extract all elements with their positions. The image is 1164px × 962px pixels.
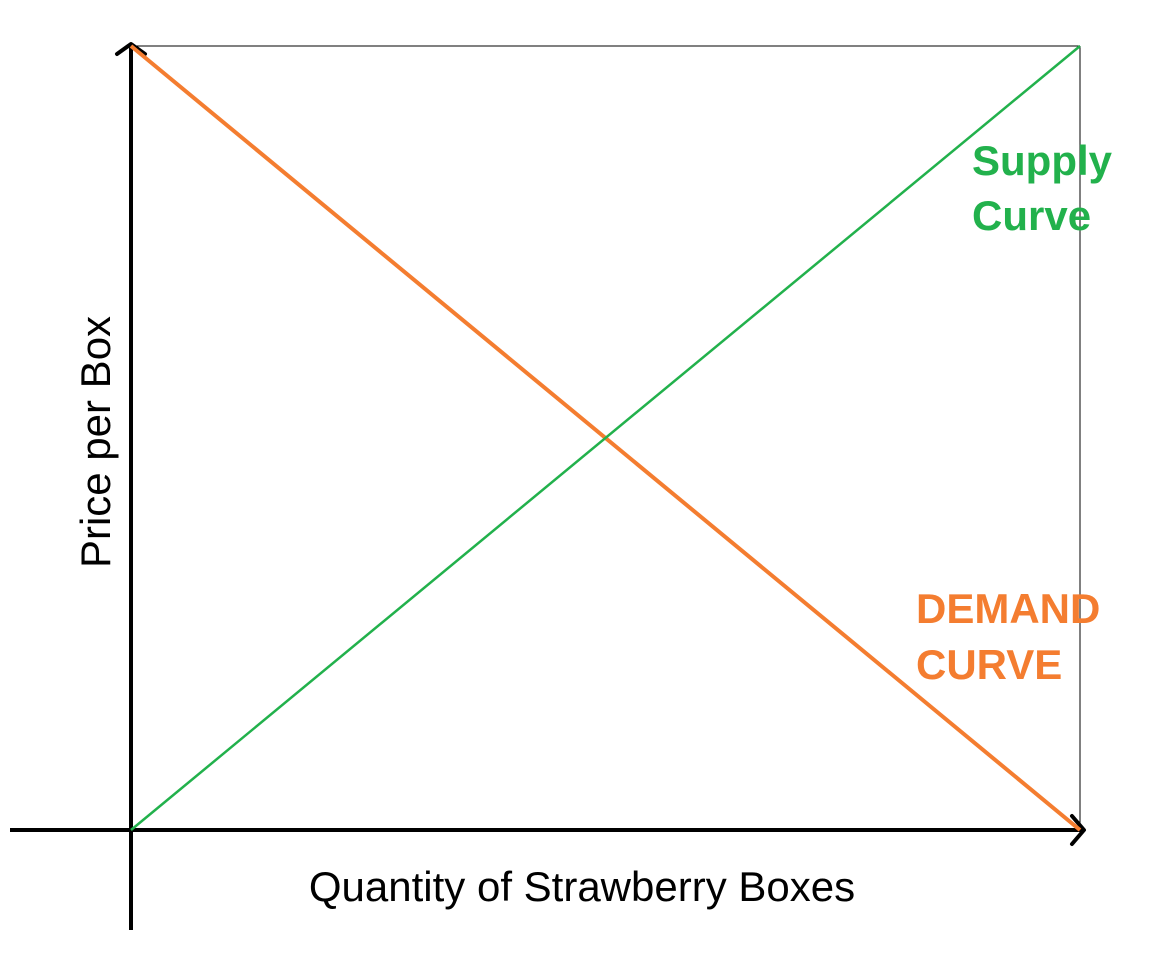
x-axis-title: Quantity of Strawberry Boxes [309, 863, 855, 910]
supply-curve-label-line-1: Supply [972, 137, 1113, 184]
demand-curve-label-line-2: CURVE [916, 641, 1062, 688]
x-axis-arrowhead [1070, 814, 1086, 846]
y-axis-title: Price per Box [72, 316, 119, 568]
demand-curve-label-line-1: DEMAND [916, 585, 1100, 632]
supply-curve-line [130, 45, 1081, 831]
series-layer [129, 44, 1082, 832]
supply-curve-label-line-2: Curve [972, 192, 1091, 239]
y-axis-arrowhead [115, 42, 147, 56]
